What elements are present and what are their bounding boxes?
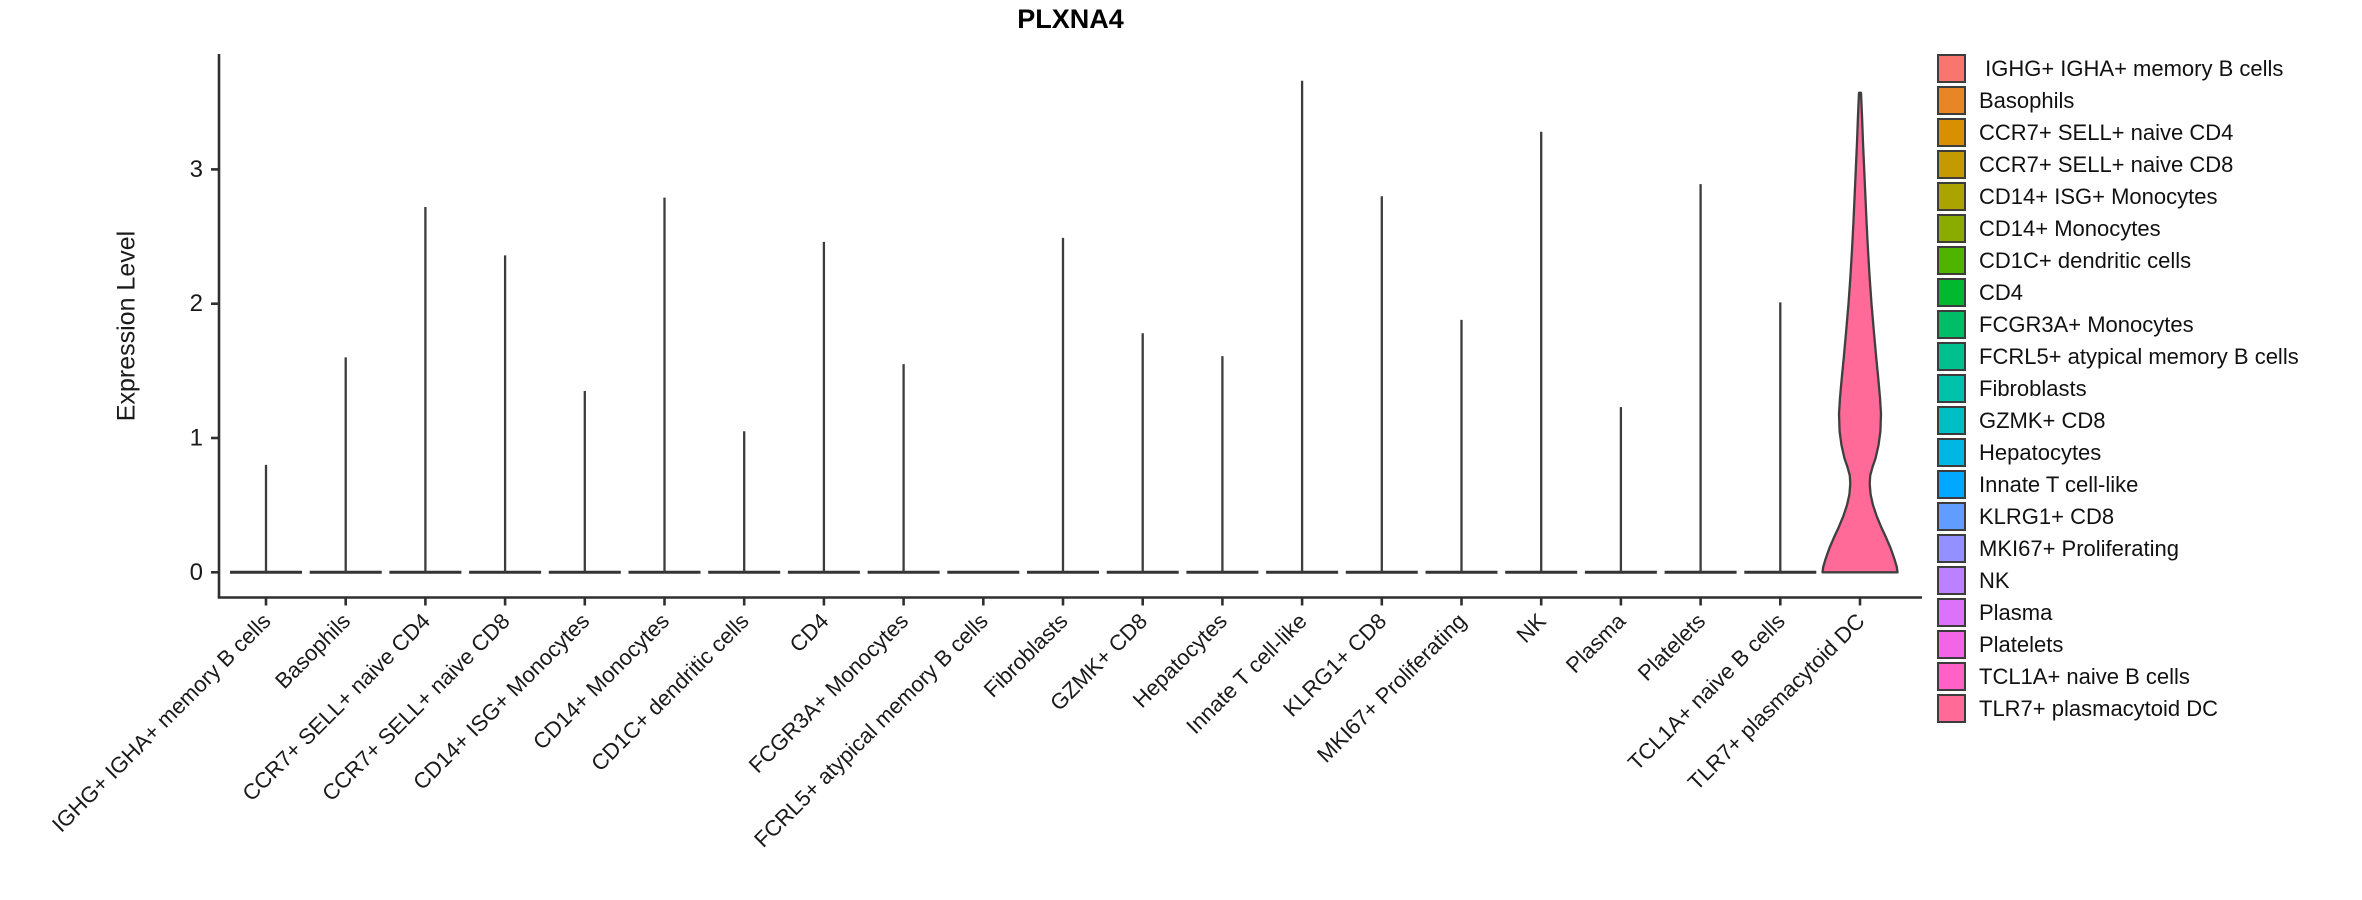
legend-label: IGHG+ IGHA+ memory B cells bbox=[1979, 56, 2284, 81]
legend-item: FCGR3A+ Monocytes bbox=[1937, 310, 2299, 339]
legend-label: CD14+ ISG+ Monocytes bbox=[1979, 184, 2218, 209]
legend-item: Platelets bbox=[1937, 630, 2299, 659]
chart-title: PLXNA4 bbox=[1017, 4, 1124, 34]
x-tick-label: Platelets bbox=[1633, 608, 1710, 685]
legend-item: KLRG1+ CD8 bbox=[1937, 502, 2299, 531]
legend-item: IGHG+ IGHA+ memory B cells bbox=[1937, 54, 2299, 83]
x-tick-label: CD4 bbox=[785, 608, 834, 657]
legend-swatch bbox=[1937, 54, 1966, 83]
legend-swatch bbox=[1937, 502, 1966, 531]
legend-swatch bbox=[1937, 86, 1966, 115]
x-tick-label: Plasma bbox=[1561, 608, 1631, 678]
legend-swatch bbox=[1937, 182, 1966, 211]
legend-swatch bbox=[1937, 438, 1966, 467]
legend-swatch bbox=[1937, 342, 1966, 371]
legend-swatch bbox=[1937, 630, 1966, 659]
x-tick-label: CD1C+ dendritic cells bbox=[586, 608, 754, 776]
legend-swatch bbox=[1937, 150, 1966, 179]
y-tick-label: 1 bbox=[190, 425, 203, 452]
x-tick-label: FCGR3A+ Monocytes bbox=[744, 608, 913, 777]
x-tick-label: NK bbox=[1511, 608, 1551, 648]
legend-swatch bbox=[1937, 278, 1966, 307]
legend-swatch bbox=[1937, 406, 1966, 435]
legend-item: MKI67+ Proliferating bbox=[1937, 534, 2299, 563]
y-tick-label: 0 bbox=[190, 559, 203, 586]
legend-item: Innate T cell-like bbox=[1937, 470, 2299, 499]
legend-item: NK bbox=[1937, 566, 2299, 595]
legend-item: CD14+ Monocytes bbox=[1937, 214, 2299, 243]
legend-item: GZMK+ CD8 bbox=[1937, 406, 2299, 435]
legend-label: CD4 bbox=[1979, 280, 2024, 305]
legend-item: FCRL5+ atypical memory B cells bbox=[1937, 342, 2299, 371]
legend-label: CCR7+ SELL+ naive CD4 bbox=[1979, 120, 2234, 145]
legend-item: Fibroblasts bbox=[1937, 374, 2299, 403]
legend-swatch bbox=[1937, 470, 1966, 499]
violin-shape bbox=[1821, 91, 1899, 574]
legend-swatch bbox=[1937, 374, 1966, 403]
y-tick-label: 3 bbox=[190, 156, 203, 183]
legend-item: Hepatocytes bbox=[1937, 438, 2299, 467]
legend-item: CCR7+ SELL+ naive CD4 bbox=[1937, 118, 2299, 147]
legend-label: TCL1A+ naive B cells bbox=[1979, 664, 2190, 689]
legend-swatch bbox=[1937, 598, 1966, 627]
legend-item: CD4 bbox=[1937, 278, 2299, 307]
legend-label: Plasma bbox=[1979, 600, 2053, 625]
x-tick-label: Basophils bbox=[270, 608, 355, 693]
x-tick-label: CD14+ Monocytes bbox=[528, 608, 674, 754]
x-tick-label: IGHG+ IGHA+ memory B cells bbox=[47, 608, 276, 837]
legend-label: FCGR3A+ Monocytes bbox=[1979, 312, 2194, 337]
legend-item: Plasma bbox=[1937, 598, 2299, 627]
legend-swatch bbox=[1937, 566, 1966, 595]
x-tick-label: TCL1A+ naive B cells bbox=[1623, 608, 1790, 775]
legend-label: Basophils bbox=[1979, 88, 2075, 113]
legend-label: TLR7+ plasmacytoid DC bbox=[1979, 696, 2219, 721]
legend-label: MKI67+ Proliferating bbox=[1979, 536, 2179, 561]
legend-label: GZMK+ CD8 bbox=[1979, 408, 2106, 433]
legend-label: Platelets bbox=[1979, 632, 2064, 657]
legend-item: Basophils bbox=[1937, 86, 2299, 115]
legend-item: TLR7+ plasmacytoid DC bbox=[1937, 694, 2299, 723]
legend-swatch bbox=[1937, 246, 1966, 275]
legend-label: CD14+ Monocytes bbox=[1979, 216, 2161, 241]
legend-swatch bbox=[1937, 662, 1966, 691]
legend-item: CD1C+ dendritic cells bbox=[1937, 246, 2299, 275]
legend-item: TCL1A+ naive B cells bbox=[1937, 662, 2299, 691]
legend-swatch bbox=[1937, 214, 1966, 243]
legend-swatch bbox=[1937, 534, 1966, 563]
x-tick-label: MKI67+ Proliferating bbox=[1312, 608, 1471, 767]
legend: IGHG+ IGHA+ memory B cells Basophils CCR7+… bbox=[1937, 54, 2299, 726]
legend-label: CD1C+ dendritic cells bbox=[1979, 248, 2192, 273]
legend-item: CCR7+ SELL+ naive CD8 bbox=[1937, 150, 2299, 179]
legend-swatch bbox=[1937, 310, 1966, 339]
legend-label: CCR7+ SELL+ naive CD8 bbox=[1979, 152, 2234, 177]
legend-label: Hepatocytes bbox=[1979, 440, 2102, 465]
legend-item: CD14+ ISG+ Monocytes bbox=[1937, 182, 2299, 211]
legend-swatch bbox=[1937, 118, 1966, 147]
legend-swatch bbox=[1937, 694, 1966, 723]
y-tick-label: 2 bbox=[190, 290, 203, 317]
legend-label: NK bbox=[1979, 568, 2010, 593]
legend-label: Fibroblasts bbox=[1979, 376, 2087, 401]
legend-label: FCRL5+ atypical memory B cells bbox=[1979, 344, 2299, 369]
legend-label: KLRG1+ CD8 bbox=[1979, 504, 2115, 529]
legend-label: Innate T cell-like bbox=[1979, 472, 2139, 497]
